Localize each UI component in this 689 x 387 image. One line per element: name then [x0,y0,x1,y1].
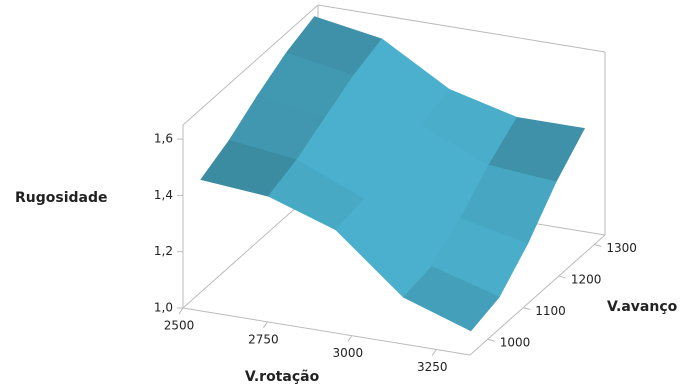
surface-patch [402,265,500,332]
y-axis-label: V.avanço [607,299,678,315]
y-tick [523,307,531,311]
x-tick [431,349,437,356]
y-tick-label: 1300 [606,241,637,255]
x-tick [178,307,184,315]
x-axis-line [182,307,471,356]
z-tick-label: 1,6 [154,132,173,146]
y-tick-label: 1000 [500,336,531,350]
x-tick [347,335,353,342]
x-tick-label: 2750 [248,332,279,346]
z-tick-label: 1,2 [154,244,173,258]
y-tick-label: 1200 [571,273,602,287]
y-tick [594,243,602,247]
y-tick [487,338,495,342]
x-tick-label: 3000 [333,346,364,360]
z-axis-label: Rugosidade [15,190,108,206]
y-tick [558,275,566,279]
x-tick-label: 3250 [417,360,448,374]
z-tick-label: 1,0 [154,301,173,315]
x-tick-label: 2500 [164,319,195,333]
z-tick-label: 1,4 [154,188,173,202]
y-axis-line [469,234,606,356]
y-tick-label: 1100 [535,304,566,318]
x-tick [262,321,268,329]
x-axis-label: V.rotação [245,369,320,385]
frame-line [182,4,319,126]
frame-line [317,4,606,53]
